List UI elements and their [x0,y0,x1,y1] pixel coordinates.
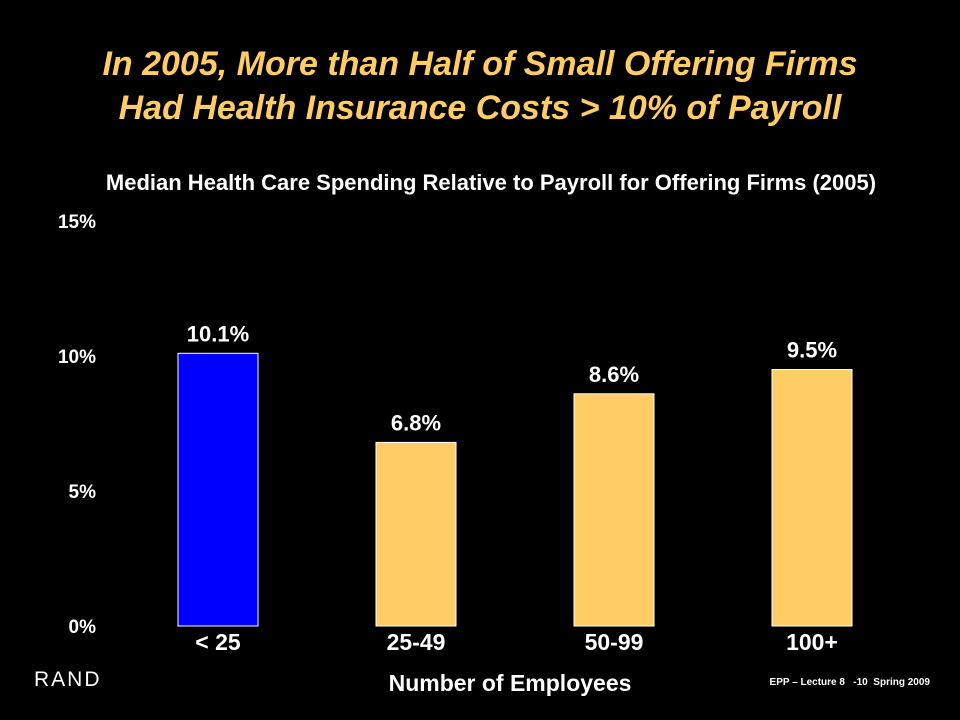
bars [177,352,853,627]
y-tick-label: 5% [69,482,97,503]
bar [375,441,457,627]
data-label: 10.1% [187,321,249,346]
bar [573,393,655,627]
y-tick-label: 15% [58,212,96,233]
slide-title-line-1: In 2005, More than Half of Small Offerin… [102,45,858,83]
data-label: 8.6% [589,362,639,387]
x-axis-label: Number of Employees [388,670,632,696]
rand-logo: RAND [34,668,102,691]
x-axis-ticks: < 25 25-49 50-99 100+ [195,629,838,655]
slide-title-line-2: Had Health Insurance Costs > 10% of Payr… [118,89,842,127]
y-axis-ticks: 0% 5% 10% 15% [58,212,96,638]
bar [177,352,259,627]
data-labels: 10.1% 6.8% 8.6% 9.5% [187,321,837,435]
x-tick-label: < 25 [195,629,241,655]
x-tick-label: 100+ [786,629,838,655]
bar [771,369,853,627]
x-tick-label: 50-99 [585,629,644,655]
chart-title: Median Health Care Spending Relative to … [105,170,877,195]
y-tick-label: 10% [58,347,96,368]
data-label: 9.5% [787,338,837,363]
y-tick-label: 0% [69,617,97,638]
data-label: 6.8% [391,410,441,435]
footer-text: EPP – Lecture 8 -10 Spring 2009 [769,677,930,688]
x-tick-label: 25-49 [387,629,446,655]
slide-title: In 2005, More than Half of Small Offerin… [0,42,960,130]
